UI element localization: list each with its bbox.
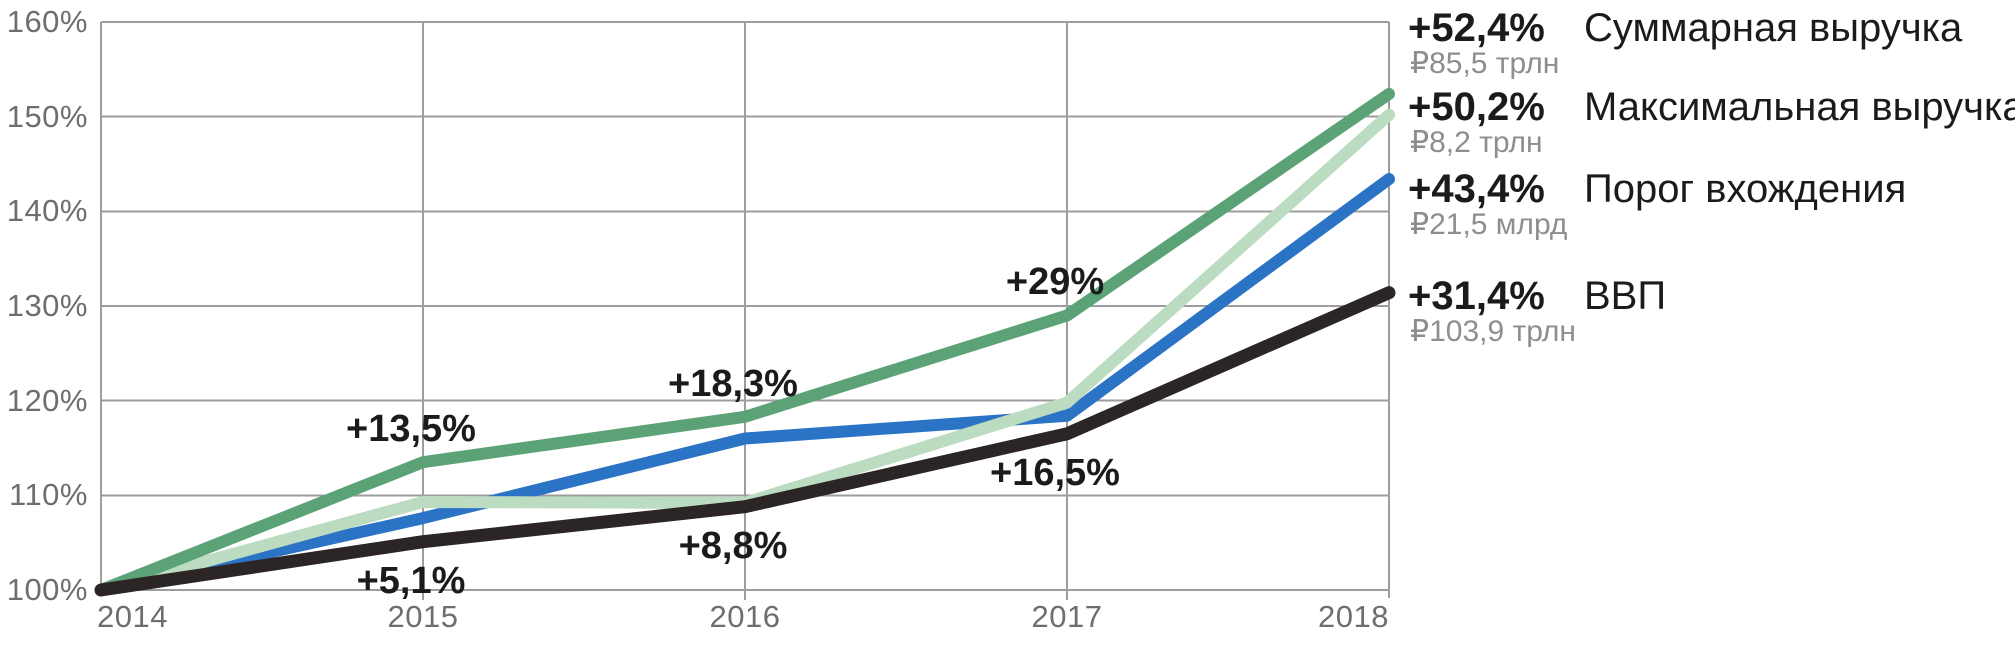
series-line-total-revenue	[95, 87, 1395, 596]
series-line-entry-threshold	[95, 173, 1395, 596]
series-line-gdp	[94, 286, 1396, 597]
